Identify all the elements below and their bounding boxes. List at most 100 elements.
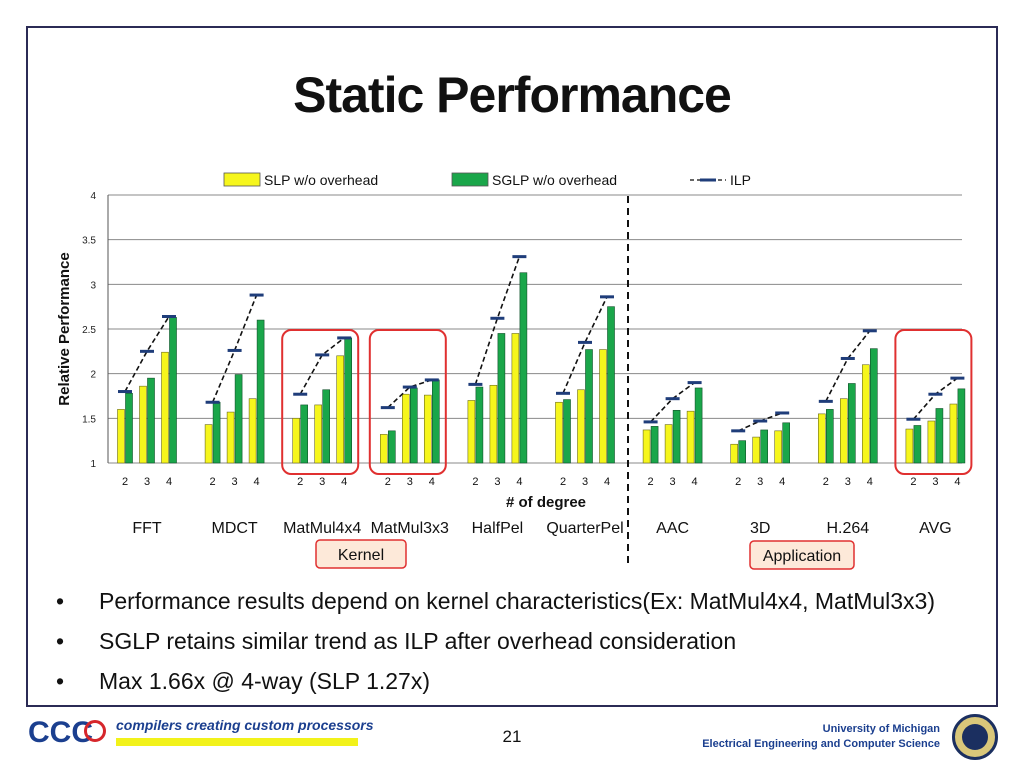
slp-bar: [555, 401, 563, 464]
ilp-line: [387, 379, 433, 409]
department-name: Electrical Engineering and Computer Scie…: [702, 738, 940, 750]
tagline-underline: [116, 738, 358, 746]
legend-label: SGLP w/o overhead: [492, 172, 617, 188]
sglp-bar: [563, 399, 571, 464]
benchmark-label: MatMul3x3: [371, 520, 449, 537]
slp-bar: [489, 384, 498, 464]
sglp-bar: [760, 429, 769, 464]
kernel-label: Kernel: [338, 547, 384, 564]
slide-frame: [26, 26, 998, 707]
university-seal-center-icon: [962, 724, 988, 750]
slp-bar: [423, 394, 432, 464]
x-tick-label: 2: [122, 476, 128, 488]
slp-bar: [248, 398, 257, 464]
ilp-line: [211, 294, 258, 403]
slp-bar: [774, 430, 783, 464]
sglp-bar: [847, 383, 856, 464]
slp-bar: [161, 351, 169, 464]
legend-swatch: [451, 172, 489, 187]
sglp-bar: [497, 333, 506, 464]
benchmark-label: MDCT: [211, 520, 257, 537]
x-tick-label: 3: [144, 476, 150, 488]
y-tick-label: 3.5: [82, 236, 96, 247]
sglp-bar: [300, 404, 309, 464]
highlight-box: [368, 329, 447, 475]
slp-bar: [226, 411, 235, 464]
sglp-bar: [234, 374, 243, 464]
sglp-bar: [344, 337, 353, 464]
slp-bar: [314, 404, 323, 464]
slp-bar: [379, 434, 388, 464]
y-tick-label: 1: [90, 459, 96, 470]
sglp-bar: [409, 387, 418, 464]
footer-tagline: compilers creating custom processors: [116, 717, 374, 733]
slp-bar: [401, 393, 410, 464]
bullet-text: Performance results depend on kernel cha…: [99, 588, 936, 614]
x-tick-label: 4: [429, 476, 435, 488]
sglp-bar: [212, 401, 221, 464]
x-tick-label: 4: [867, 476, 873, 488]
sglp-bar: [957, 388, 966, 464]
bullet-symbol: •: [56, 628, 65, 654]
benchmark-label: QuarterPel: [546, 520, 623, 537]
slp-bar: [664, 424, 673, 464]
x-tick-label: 2: [472, 476, 478, 488]
y-tick-label: 2.5: [82, 325, 96, 336]
x-tick-label: 3: [319, 476, 325, 488]
ilp-line: [562, 296, 608, 394]
x-tick-label: 2: [823, 476, 829, 488]
slp-bar: [752, 436, 761, 464]
benchmark-label: H.264: [826, 520, 869, 537]
x-axis-label: # of degree: [506, 494, 586, 511]
x-tick-label: 4: [604, 476, 610, 488]
benchmark-label: FFT: [132, 520, 162, 537]
x-tick-label: 4: [254, 476, 260, 488]
slp-bar: [336, 355, 345, 464]
sglp-bar: [782, 422, 791, 464]
x-tick-label: 2: [735, 476, 741, 488]
y-tick-label: 3: [90, 280, 96, 291]
slp-bar: [839, 398, 848, 464]
sglp-bar: [694, 387, 703, 464]
x-tick-label: 4: [341, 476, 347, 488]
slp-bar: [599, 349, 607, 464]
sglp-bar: [607, 306, 615, 464]
sglp-bar: [738, 440, 747, 464]
slp-bar: [686, 410, 695, 464]
legend-label: SLP w/o overhead: [264, 172, 378, 188]
x-tick-label: 2: [297, 476, 303, 488]
x-tick-label: 3: [932, 476, 938, 488]
bullet-item: • Max 1.66x @ 4-way (SLP 1.27x): [56, 666, 986, 706]
sglp-bar: [585, 349, 593, 464]
x-tick-label: 4: [166, 476, 172, 488]
sglp-bar: [169, 317, 177, 464]
application-label: Application: [763, 548, 841, 565]
slp-bar: [577, 389, 585, 464]
sglp-bar: [387, 430, 396, 464]
slp-bar: [861, 364, 870, 464]
x-tick-label: 3: [232, 476, 238, 488]
y-tick-label: 4: [90, 191, 96, 202]
slp-bar: [730, 443, 739, 464]
ilp-line: [474, 256, 521, 385]
highlight-box: [281, 329, 360, 475]
slp-bar: [642, 429, 651, 464]
sglp-bar: [431, 379, 440, 464]
x-tick-label: 3: [670, 476, 676, 488]
bullet-item: • SGLP retains similar trend as ILP afte…: [56, 626, 986, 666]
sglp-bar: [935, 408, 944, 464]
slp-bar: [817, 413, 826, 464]
sglp-bar: [322, 389, 331, 464]
ccc-logo-ring-icon: [84, 720, 106, 742]
ilp-line: [650, 381, 696, 423]
sglp-bar: [672, 409, 681, 464]
sglp-bar: [869, 348, 878, 464]
x-tick-label: 2: [560, 476, 566, 488]
benchmark-label: AAC: [656, 520, 689, 537]
x-tick-label: 4: [516, 476, 522, 488]
benchmark-label: HalfPel: [472, 520, 524, 537]
university-name: University of Michigan: [822, 723, 940, 735]
x-tick-label: 4: [954, 476, 960, 488]
sglp-bar: [825, 409, 834, 464]
x-tick-label: 3: [845, 476, 851, 488]
